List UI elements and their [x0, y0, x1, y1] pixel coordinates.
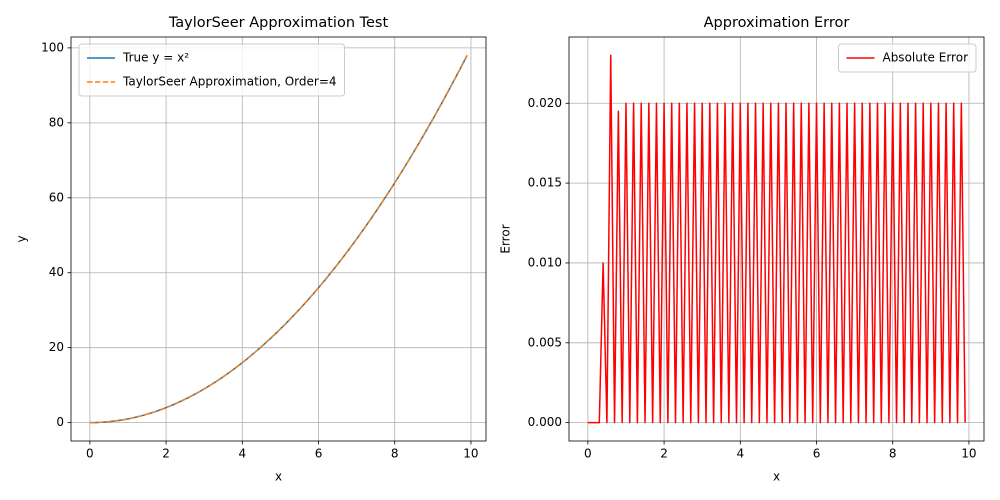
legend-box — [837, 43, 977, 73]
y-tick-label: 0.015 — [528, 176, 562, 190]
legend-label: Absolute Error — [882, 51, 968, 65]
y-tick-label: 0 — [56, 415, 64, 429]
data-line — [587, 54, 966, 424]
x-tick-label: 6 — [813, 447, 821, 461]
y-tick-label: 20 — [49, 340, 64, 354]
y-tick-label: 40 — [49, 265, 64, 279]
x-tick-label: 2 — [660, 447, 668, 461]
axes-frame — [70, 36, 487, 442]
x-tick-label: 2 — [162, 447, 170, 461]
x-tick-label: 0 — [86, 447, 94, 461]
legend-label: True y = x² — [122, 51, 189, 65]
chart-title: Approximation Error — [704, 15, 850, 31]
legend-box — [78, 43, 346, 97]
y-tick-label: 0.010 — [528, 255, 562, 269]
x-tick-label: 10 — [961, 447, 976, 461]
x-tick-label: 6 — [315, 447, 323, 461]
data-line — [89, 55, 468, 424]
x-tick-label: 0 — [584, 447, 592, 461]
y-tick-label: 0.020 — [528, 96, 562, 110]
y-tick-label: 0.000 — [528, 415, 562, 429]
data-line — [89, 55, 468, 424]
axes-frame — [568, 36, 985, 442]
x-tick-label: 8 — [889, 447, 897, 461]
y-tick-label: 100 — [41, 40, 64, 54]
y-tick-label: 80 — [49, 115, 64, 129]
axes: 0 2 4 6 8 10 0.000 0.005 0.010 0.015 0.020 Approxim… — [499, 15, 985, 484]
chart-title: TaylorSeer Approximation Test — [168, 15, 389, 31]
y-axis-label: Error — [499, 224, 513, 253]
x-tick-label: 8 — [391, 447, 399, 461]
x-tick-label: 4 — [736, 447, 744, 461]
y-tick-label: 60 — [49, 190, 64, 204]
y-axis-label: y — [15, 235, 29, 242]
legend-label: TaylorSeer Approximation, Order=4 — [122, 75, 337, 89]
legend: Absolute Error — [837, 43, 977, 73]
y-tick-label: 0.005 — [528, 335, 562, 349]
x-tick-label: 4 — [238, 447, 246, 461]
x-axis-label: x — [275, 470, 282, 484]
legend: True y = x² TaylorSeer Approximation, Ord… — [78, 43, 346, 97]
x-axis-label: x — [773, 470, 780, 484]
x-tick-label: 10 — [463, 447, 478, 461]
